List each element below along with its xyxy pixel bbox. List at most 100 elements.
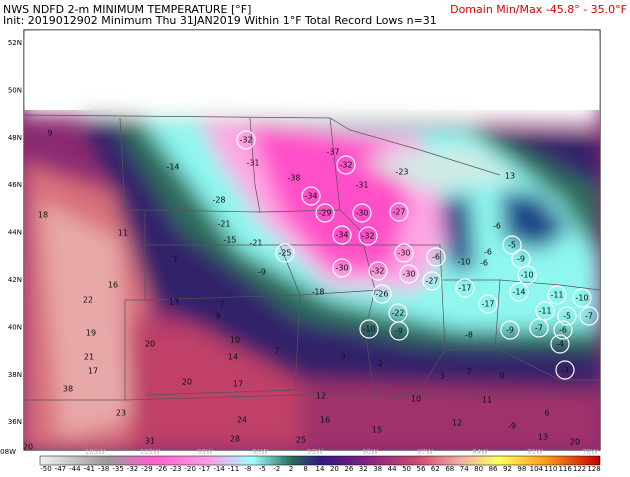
- temperature-value: -10: [457, 258, 470, 267]
- record-low-circle: [389, 321, 409, 341]
- colorbar-label: -38: [98, 465, 109, 473]
- temperature-value: -6: [480, 259, 488, 268]
- temperature-value: -9: [517, 255, 525, 264]
- temperature-value: -14: [512, 288, 525, 297]
- temperature-value: 20: [145, 340, 155, 349]
- longitude-label: 84W: [472, 448, 488, 456]
- record-low-circle: [275, 243, 295, 263]
- latitude-label: 52N: [8, 39, 22, 47]
- temperature-value: -30: [335, 264, 348, 273]
- record-low-circle: [517, 265, 537, 285]
- latitude-label: 40N: [8, 323, 22, 331]
- temperature-value: -27: [392, 208, 405, 217]
- temperature-value: 11: [482, 396, 492, 405]
- temperature-value: 7: [466, 368, 471, 377]
- subtitle: Init: 2019012902 Minimum Thu 31JAN2019 W…: [3, 14, 437, 27]
- temperature-value: -37: [326, 148, 339, 157]
- record-low-circle: [547, 285, 567, 305]
- colorbar-label: 110: [544, 465, 557, 473]
- colorbar-label: 122: [573, 465, 586, 473]
- colorbar-label: -20: [184, 465, 195, 473]
- temperature-value: 18: [38, 211, 48, 220]
- colorbar-label: -26: [156, 465, 168, 473]
- latitude-label: 42N: [8, 276, 22, 284]
- temperature-value: 20: [182, 378, 192, 387]
- temperature-value: -30: [397, 249, 410, 258]
- temperature-value: -31: [246, 159, 259, 168]
- temperature-value: -38: [287, 174, 300, 183]
- colorbar-label: 26: [344, 465, 353, 473]
- record-low-circle: [394, 243, 414, 263]
- temperature-value: 22: [83, 296, 93, 305]
- temperature-value: 16: [320, 416, 330, 425]
- colorbar-label: 2: [289, 465, 293, 473]
- record-low-circle: [478, 294, 498, 314]
- temperature-value: 9: [47, 129, 52, 138]
- temperature-value: 16: [108, 281, 118, 290]
- temperature-value: -23: [395, 168, 408, 177]
- temperature-value: 20: [570, 438, 580, 447]
- record-low-circle: [301, 186, 321, 206]
- temperature-value: -6: [559, 326, 567, 335]
- temperature-value: 13: [538, 433, 548, 442]
- temperature-value: -32: [339, 161, 352, 170]
- record-low-circle: [315, 203, 335, 223]
- longitude-label: 87W: [417, 448, 433, 456]
- temperature-value: -21: [217, 220, 230, 229]
- colorbar-label: 86: [489, 465, 498, 473]
- colorbar: [39, 455, 601, 466]
- temperature-value: 3: [439, 372, 444, 381]
- colorbar-label: -35: [112, 465, 123, 473]
- record-low-circle: [358, 226, 378, 246]
- latitude-label: 44N: [8, 229, 22, 237]
- temperature-value: -11: [550, 291, 563, 300]
- temperature-value: -5: [508, 241, 516, 250]
- temperature-value: 17: [233, 380, 243, 389]
- temperature-value: -5: [563, 312, 571, 321]
- temperature-value: 11: [118, 229, 128, 238]
- record-low-circle: [368, 261, 388, 281]
- temperature-value: -6: [493, 222, 501, 231]
- record-low-circle: [332, 258, 352, 278]
- temperature-value: 6: [544, 409, 549, 418]
- record-low-circle: [336, 155, 356, 175]
- temperature-value: 21: [84, 353, 94, 362]
- colorbar-label: -11: [228, 465, 239, 473]
- colorbar-label: -17: [199, 465, 210, 473]
- temperature-value: -7: [535, 324, 543, 333]
- colorbar-label: -8: [244, 465, 251, 473]
- record-low-circle: [579, 306, 599, 326]
- colorbar-label: 50: [402, 465, 411, 473]
- temperature-value: -30: [402, 270, 415, 279]
- temperature-value: 24: [237, 416, 247, 425]
- temperature-value: 7: [274, 347, 279, 356]
- temperature-value: 20: [23, 443, 33, 452]
- record-low-circle: [422, 271, 442, 291]
- record-low-circle: [389, 202, 409, 222]
- colorbar-label: -44: [69, 465, 81, 473]
- latitude-label: 46N: [8, 181, 22, 189]
- record-low-circle: [535, 301, 555, 321]
- title: NWS NDFD 2-m MINIMUM TEMPERATURE [°F]: [3, 3, 251, 16]
- longitude-label: 81W: [527, 448, 543, 456]
- temperature-value: -10: [575, 294, 588, 303]
- colorbar-label: 44: [388, 465, 397, 473]
- temperature-value: 23: [116, 409, 126, 418]
- temperature-value: 10: [411, 395, 421, 404]
- record-low-circle: [236, 130, 256, 150]
- temperature-value: -9: [506, 326, 514, 335]
- colorbar-label: 116: [558, 465, 572, 473]
- colorbar-label: 74: [460, 465, 469, 473]
- colorbar-label: 104: [530, 465, 544, 473]
- latitude-label: 50N: [8, 86, 22, 94]
- temperature-value: -9: [395, 327, 403, 336]
- temperature-value: -26: [375, 290, 388, 299]
- record-low-circle: [426, 247, 446, 267]
- record-low-circle: [359, 319, 379, 339]
- record-low-circle: [553, 320, 573, 340]
- longitude-label: 102W: [140, 448, 160, 456]
- temperature-value: 12: [316, 392, 326, 401]
- boundaries: [24, 114, 600, 401]
- record-low-circle: [500, 320, 520, 340]
- temperature-value: -34: [304, 192, 317, 201]
